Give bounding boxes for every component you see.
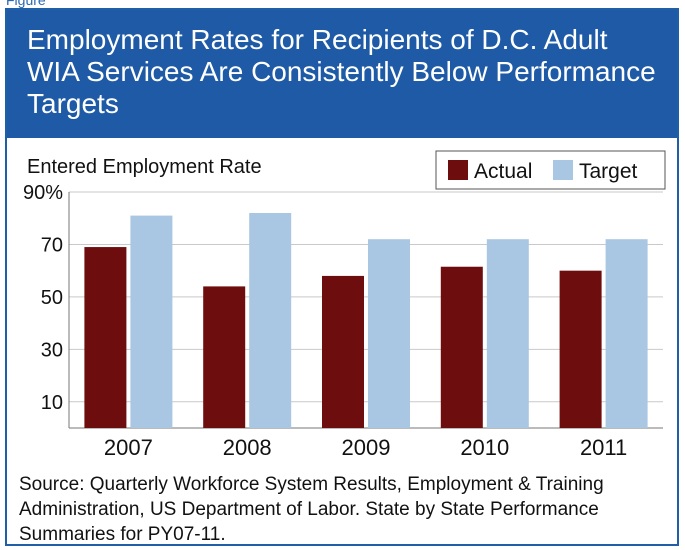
bar-target-2007 xyxy=(130,215,173,428)
y-tick-label: 70 xyxy=(41,234,63,256)
bar-actual-2007 xyxy=(84,247,127,428)
legend-label-actual: Actual xyxy=(474,160,532,183)
x-tick-label: 2010 xyxy=(460,435,509,460)
source-note: Source: Quarterly Workforce System Resul… xyxy=(19,474,604,545)
bar-target-2010 xyxy=(486,239,529,428)
y-tick-label: 90% xyxy=(23,182,63,204)
bar-actual-2011 xyxy=(559,270,602,428)
y-tick-label: 10 xyxy=(41,392,63,414)
chart-title: Employment Rates for Recipients of D.C. … xyxy=(27,24,656,119)
bar-actual-2009 xyxy=(322,275,364,428)
legend-swatch-target xyxy=(553,160,573,180)
x-tick-label: 2009 xyxy=(342,435,391,460)
y-tick-label: 30 xyxy=(41,339,63,361)
title-banner: Employment Rates for Recipients of D.C. … xyxy=(7,10,677,138)
bar-target-2009 xyxy=(368,239,410,428)
x-tick-label: 2011 xyxy=(580,435,627,460)
figure-frame: Employment Rates for Recipients of D.C. … xyxy=(5,8,679,546)
bar-chart: Entered Employment Rate 10 30 50 70 90% 2007 20… xyxy=(13,144,671,469)
plot-panel: Entered Employment Rate 10 30 50 70 90% 2007 20… xyxy=(13,144,671,469)
legend-swatch-actual xyxy=(448,160,468,180)
x-tick-label: 2008 xyxy=(223,435,272,460)
y-tick-label: 50 xyxy=(41,287,63,309)
bar-target-2011 xyxy=(605,239,648,428)
legend-box xyxy=(435,150,666,190)
figure-label: Figure xyxy=(6,0,46,8)
legend-label-target: Target xyxy=(579,160,638,183)
x-tick-label: 2007 xyxy=(104,435,153,460)
bar-target-2008 xyxy=(249,212,292,428)
bar-actual-2008 xyxy=(203,286,246,428)
y-axis-label: Entered Employment Rate xyxy=(27,156,262,178)
bar-actual-2010 xyxy=(440,266,483,428)
